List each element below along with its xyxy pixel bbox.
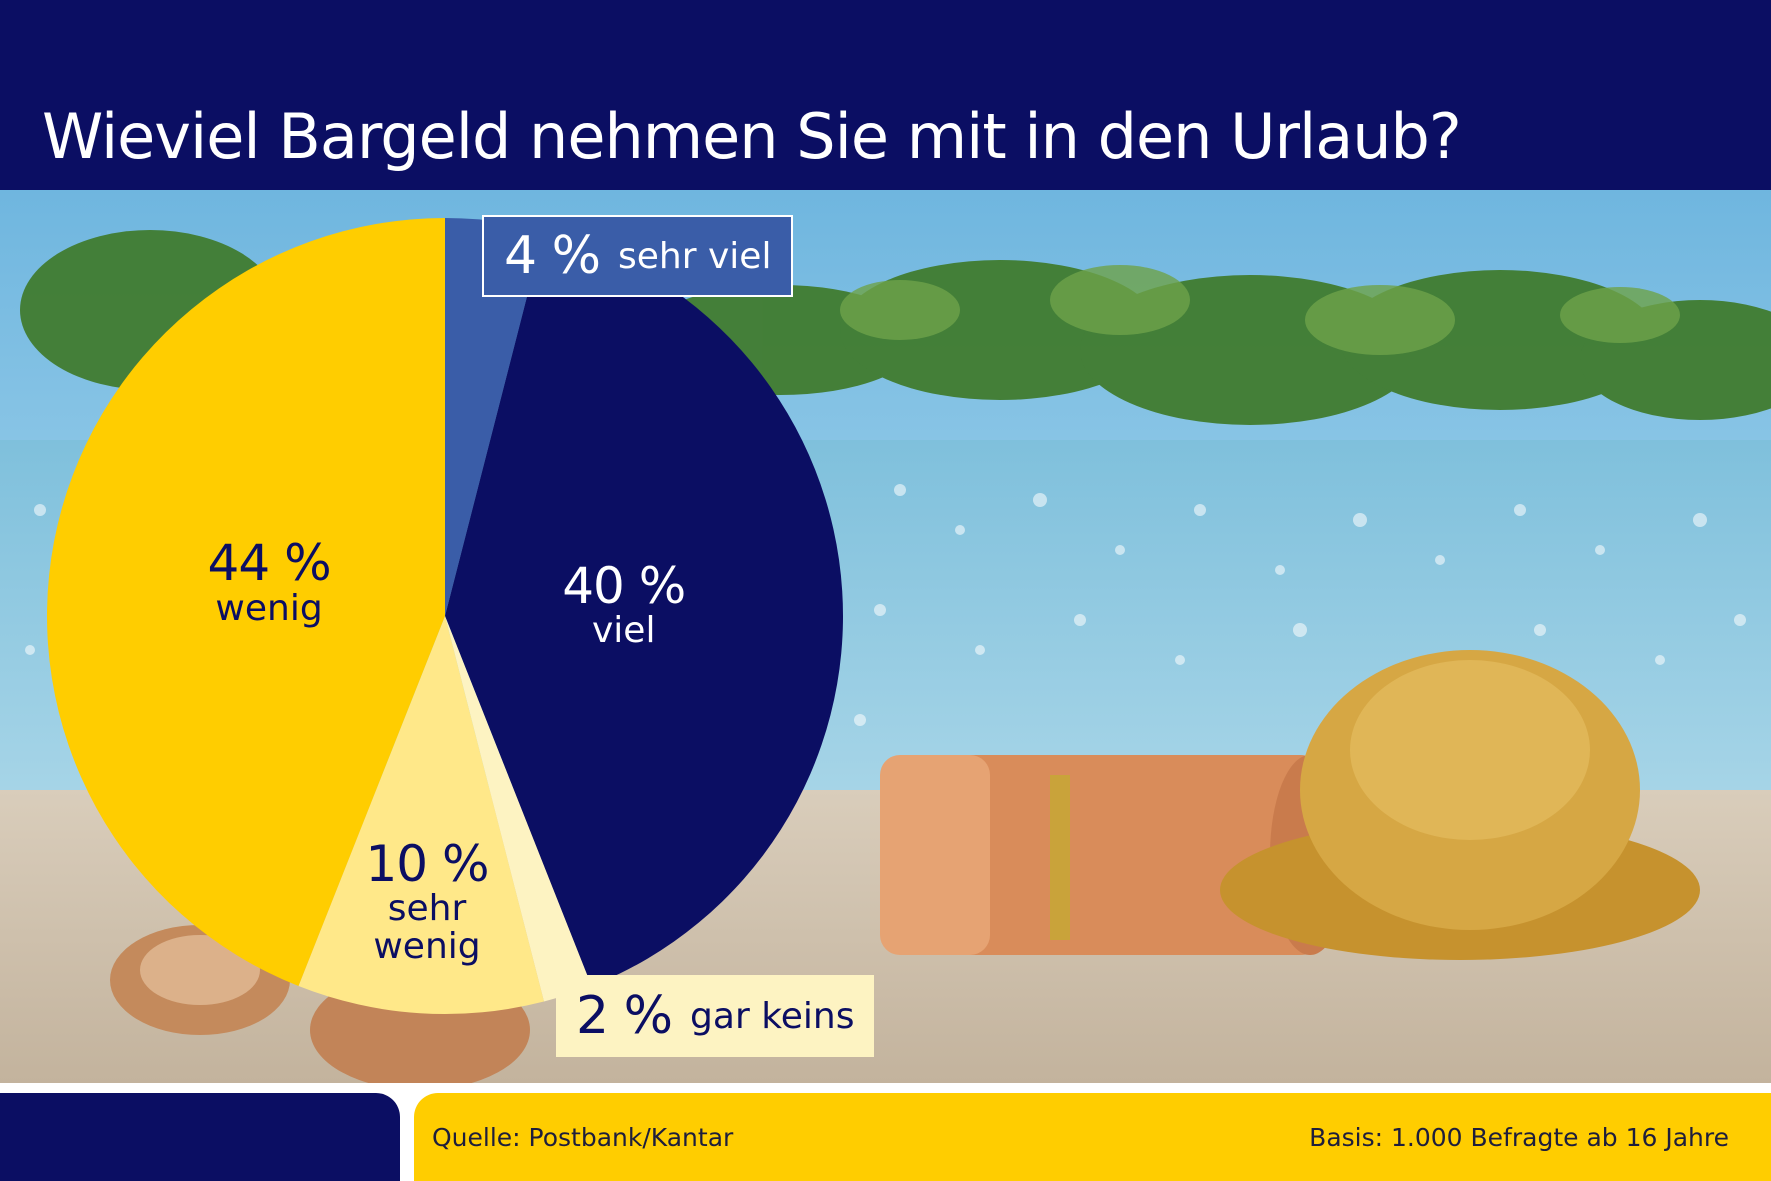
callout-pct-sehr-viel: 4 % — [504, 226, 601, 286]
pie-slice-gar-keins — [445, 616, 592, 1002]
slice-cat-wenig: wenig — [215, 587, 323, 629]
callout-pct-gar-keins: 2 % — [576, 986, 673, 1046]
slice-cat-viel: viel — [592, 610, 656, 652]
slice-pct-sehr-wenig: 10 % — [365, 834, 489, 893]
callout-cat-sehr-viel: sehr viel — [618, 235, 772, 277]
slice-cat-sehr-wenig-line2: wenig — [373, 926, 481, 968]
page-title: Wieviel Bargeld nehmen Sie mit in den Ur… — [42, 99, 1462, 173]
slice-label-viel: 40 % viel — [562, 556, 686, 652]
source-note: Quelle: Postbank/Kantar — [432, 1123, 734, 1152]
pie-chart — [46, 218, 843, 1015]
callout-gar-keins: 2 % gar keins — [556, 975, 875, 1057]
background-photo: 44 % wenig 40 % viel 10 % sehr wenig — [0, 190, 1771, 1083]
callout-sehr-viel: 4 % sehr viel — [482, 215, 794, 297]
header-bar: Wieviel Bargeld nehmen Sie mit in den Ur… — [0, 0, 1771, 190]
pie-slice-viel — [445, 230, 843, 987]
slice-label-wenig: 44 % wenig — [207, 534, 332, 629]
slice-label-sehr-wenig: 10 % sehr wenig — [365, 834, 489, 968]
pie-slice-sehr-wenig — [298, 616, 544, 1015]
pie-slice-wenig — [46, 218, 446, 987]
pie-slice-sehr-viel — [445, 218, 544, 616]
callout-cat-gar-keins: gar keins — [690, 995, 855, 1037]
slice-pct-viel: 40 % — [562, 556, 686, 615]
slice-pct-wenig: 44 % — [207, 534, 332, 593]
slice-cat-sehr-wenig-line1: sehr — [387, 888, 467, 930]
basis-note: Basis: 1.000 Befragte ab 16 Jahre — [1309, 1123, 1729, 1152]
footer-right-block — [414, 1093, 1771, 1181]
straw-hat — [1220, 650, 1700, 960]
footer-left-block — [0, 1093, 400, 1181]
